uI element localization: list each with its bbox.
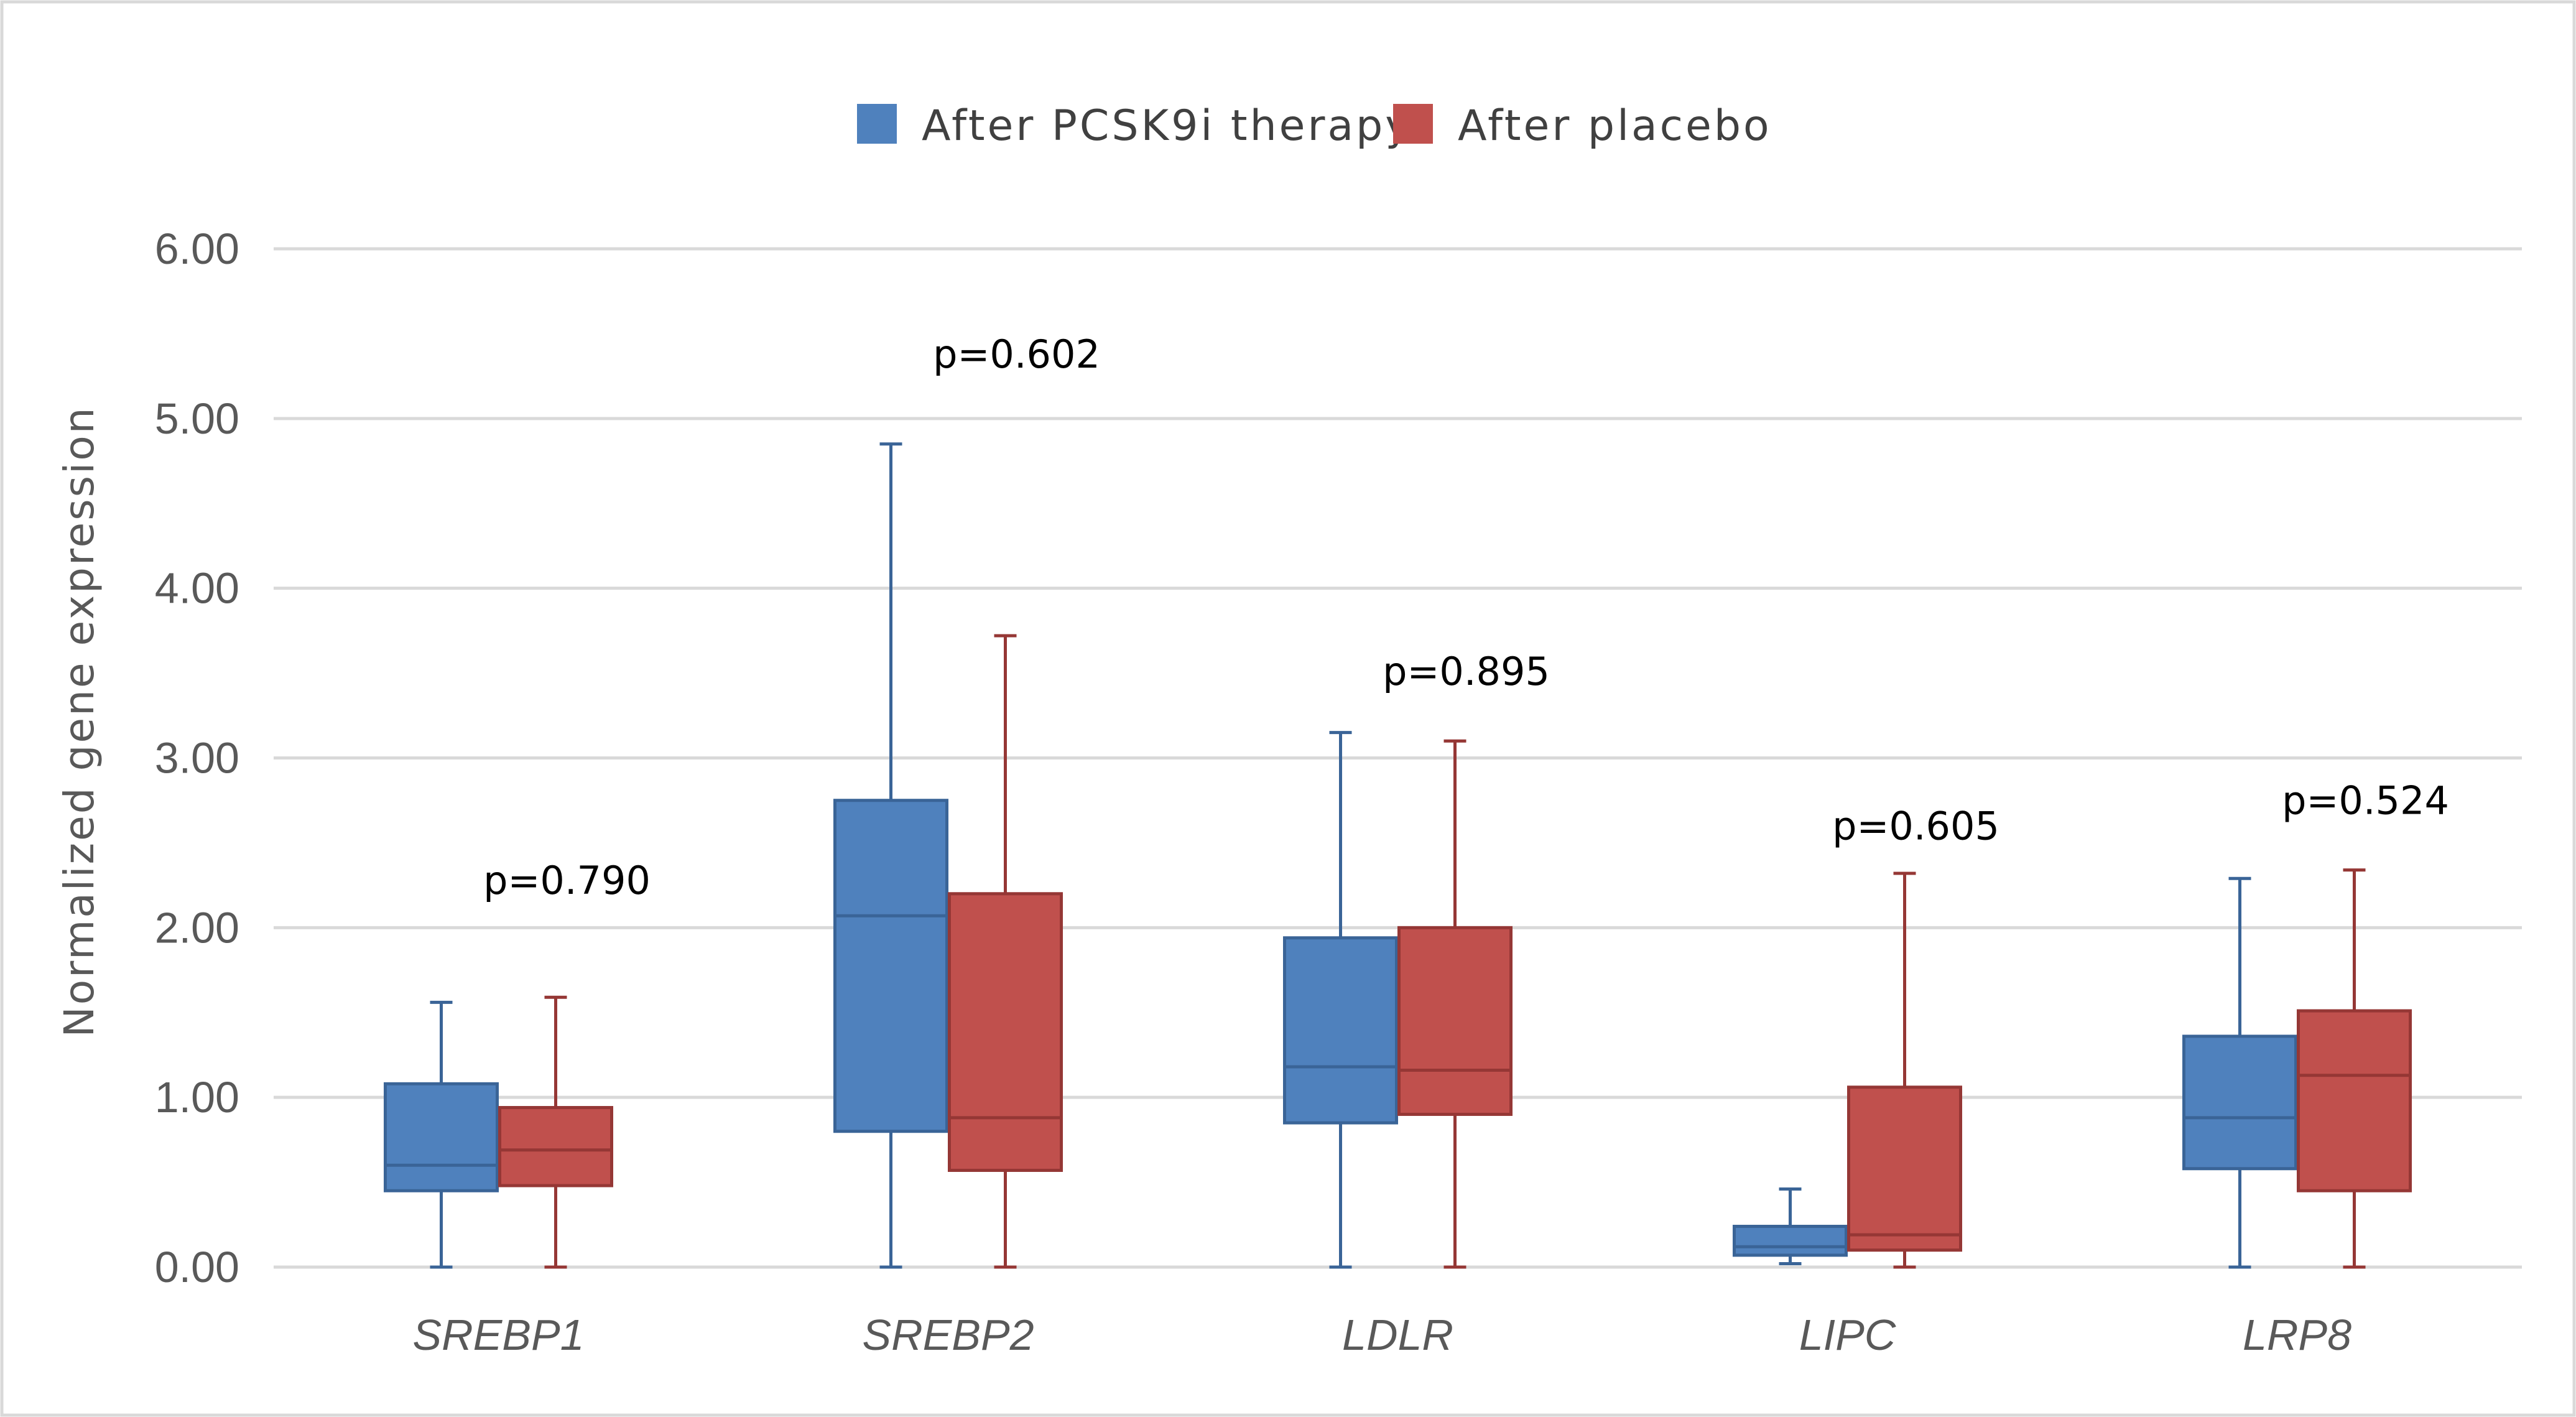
x-tick-label-ldlr: LDLR	[1342, 1311, 1453, 1359]
box-pcsk9i-srebp2	[833, 442, 948, 1269]
legend-swatch-placebo	[1393, 104, 1433, 144]
legend-label-placebo: After placebo	[1458, 101, 1772, 151]
y-tick-label: 0.00	[155, 1243, 239, 1291]
legend-label-pcsk9i: After PCSK9i therapy	[922, 101, 1413, 151]
x-tick-label-srebp1: SREBP1	[412, 1311, 584, 1359]
box-placebo-srebp1	[498, 995, 613, 1269]
y-tick-label: 2.00	[155, 903, 239, 952]
x-tick-label-srebp2: SREBP2	[862, 1311, 1034, 1359]
y-tick-label: 5.00	[155, 394, 239, 443]
box-body	[1847, 1085, 1962, 1252]
y-tick-label: 3.00	[155, 734, 239, 783]
p-value-srebp2: p=0.602	[933, 332, 1100, 377]
p-value-annotations: p=0.790 p=0.602 p=0.895 p=0.605 p=0.524	[483, 332, 2449, 903]
box-placebo-ldlr	[1397, 739, 1513, 1269]
x-axis-ticks: SREBP1 SREBP2 LDLR LIPC LRP8	[412, 1311, 2351, 1359]
legend-swatch-pcsk9i	[857, 104, 897, 144]
box-placebo-lipc	[1847, 871, 1962, 1269]
box-placebo-srebp2	[948, 634, 1063, 1269]
box-body	[1283, 936, 1398, 1125]
box-pcsk9i-ldlr	[1283, 731, 1398, 1269]
box-body	[1397, 926, 1513, 1116]
box-body	[2182, 1034, 2297, 1171]
box-pcsk9i-lrp8	[2182, 876, 2297, 1269]
y-tick-label: 6.00	[155, 225, 239, 273]
x-tick-label-lipc: LIPC	[1799, 1311, 1896, 1359]
box-body	[498, 1106, 613, 1187]
box-body	[833, 799, 948, 1133]
y-tick-label: 4.00	[155, 564, 239, 613]
y-tick-label: 1.00	[155, 1073, 239, 1122]
box-series	[384, 442, 2412, 1269]
box-body	[2297, 1009, 2412, 1192]
box-body	[948, 892, 1063, 1172]
y-axis-label: Normalized gene expression	[55, 406, 103, 1037]
box-pcsk9i-srebp1	[384, 1000, 499, 1269]
p-value-lipc: p=0.605	[1832, 803, 1999, 848]
legend: After PCSK9i therapy After placebo	[857, 101, 1772, 151]
p-value-ldlr: p=0.895	[1383, 649, 1550, 694]
p-value-srebp1: p=0.790	[483, 858, 651, 903]
p-value-lrp8: p=0.524	[2282, 778, 2449, 824]
x-tick-label-lrp8: LRP8	[2243, 1311, 2351, 1359]
box-body	[1733, 1225, 1848, 1257]
box-body	[384, 1082, 499, 1192]
box-pcsk9i-lipc	[1733, 1187, 1848, 1266]
box-placebo-lrp8	[2297, 868, 2412, 1269]
y-axis-ticks: 0.00 1.00 2.00 3.00 4.00 5.00 6.00	[155, 225, 239, 1291]
